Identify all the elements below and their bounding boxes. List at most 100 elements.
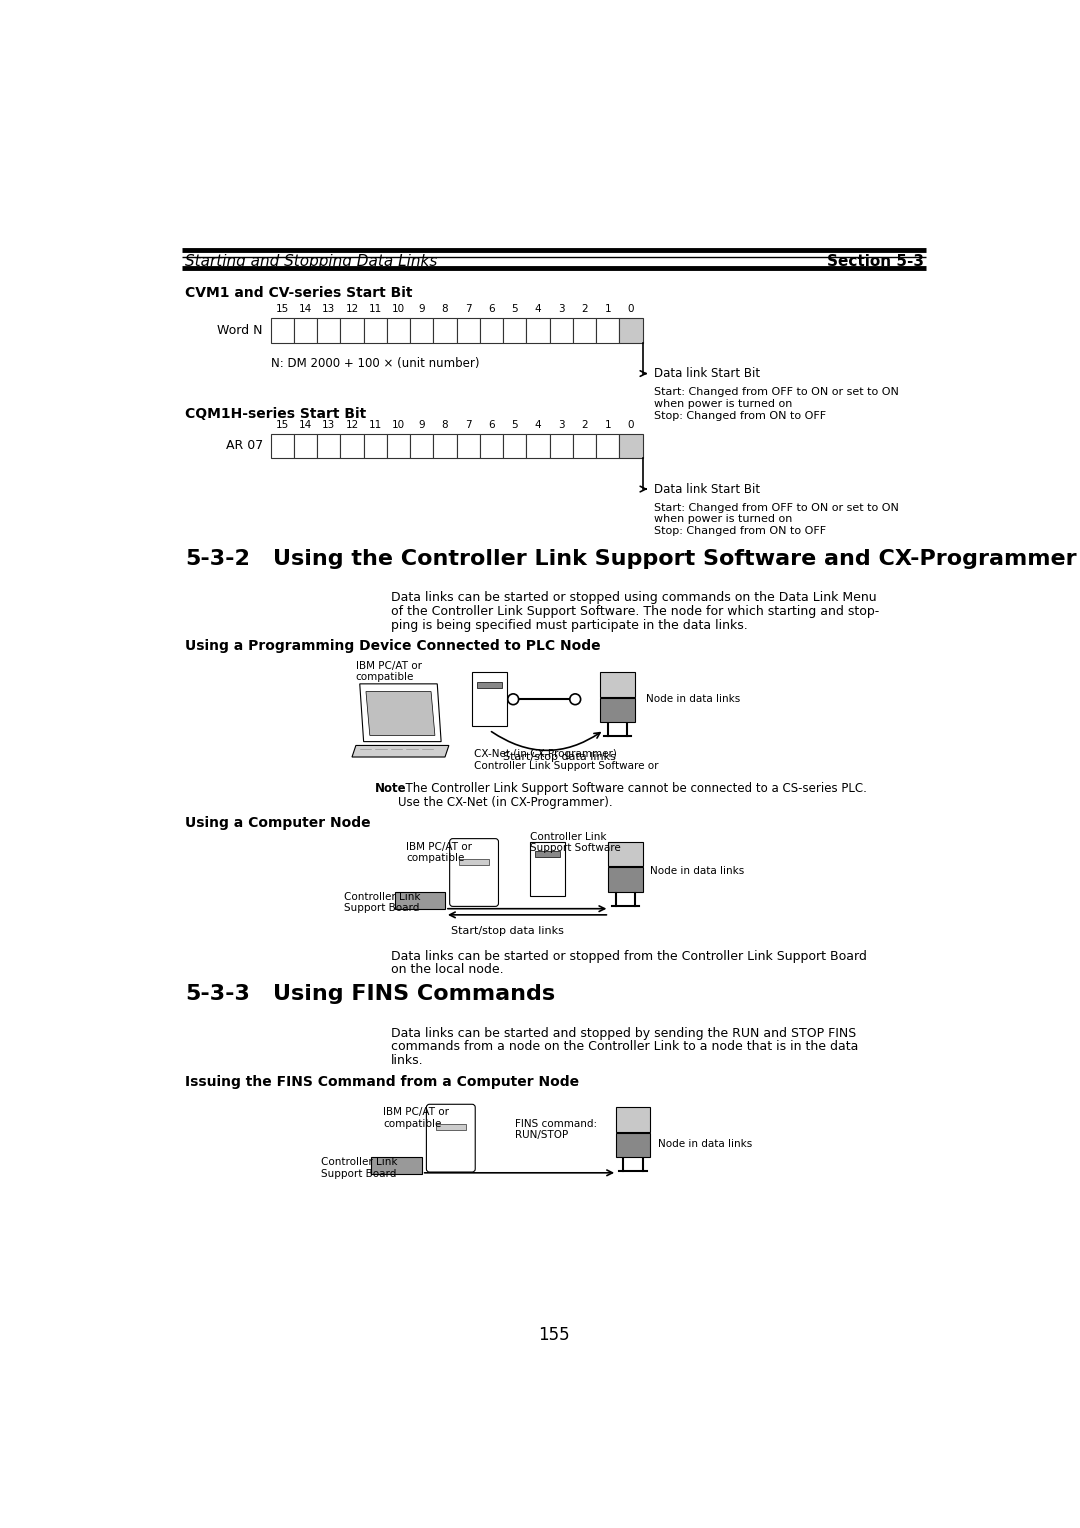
- Bar: [294, 318, 318, 342]
- Bar: [433, 434, 457, 458]
- Text: when power is turned on: when power is turned on: [654, 399, 793, 410]
- Text: 13: 13: [322, 304, 336, 315]
- Bar: [271, 434, 294, 458]
- Text: AR 07: AR 07: [226, 440, 262, 452]
- Text: Section 5-3: Section 5-3: [827, 254, 924, 269]
- Text: 5: 5: [512, 420, 518, 429]
- Text: IBM PC/AT or: IBM PC/AT or: [406, 842, 472, 851]
- Text: Stop: Changed from ON to OFF: Stop: Changed from ON to OFF: [654, 411, 826, 420]
- Bar: [572, 434, 596, 458]
- Bar: [433, 318, 457, 342]
- Text: Using a Programming Device Connected to PLC Node: Using a Programming Device Connected to …: [186, 639, 600, 652]
- Text: Node in data links: Node in data links: [650, 866, 744, 876]
- Text: Controller Link: Controller Link: [530, 831, 607, 842]
- Bar: [364, 318, 387, 342]
- Bar: [503, 318, 526, 342]
- Text: CVM1 and CV-series Start Bit: CVM1 and CV-series Start Bit: [186, 286, 413, 299]
- Bar: [457, 318, 480, 342]
- Bar: [480, 434, 503, 458]
- Text: 4: 4: [535, 420, 541, 429]
- Text: 9: 9: [418, 304, 426, 315]
- Text: 8: 8: [442, 304, 448, 315]
- Polygon shape: [352, 746, 449, 756]
- Text: Node in data links: Node in data links: [647, 694, 741, 704]
- Text: compatible: compatible: [406, 853, 464, 863]
- Bar: [410, 434, 433, 458]
- Text: Support Software: Support Software: [530, 843, 621, 853]
- Bar: [294, 434, 318, 458]
- Bar: [608, 866, 643, 892]
- Text: CX-Net (in CX-Programmer): CX-Net (in CX-Programmer): [474, 749, 618, 759]
- Text: 5: 5: [512, 304, 518, 315]
- Bar: [318, 318, 340, 342]
- Text: 10: 10: [392, 420, 405, 429]
- Bar: [480, 318, 503, 342]
- Text: Data link Start Bit: Data link Start Bit: [654, 483, 760, 495]
- Bar: [526, 318, 550, 342]
- Polygon shape: [360, 685, 441, 741]
- Text: 3: 3: [558, 304, 565, 315]
- Text: 5-3-3: 5-3-3: [186, 984, 251, 1004]
- Bar: [550, 434, 572, 458]
- Bar: [600, 672, 635, 697]
- Text: 15: 15: [275, 420, 288, 429]
- Bar: [550, 318, 572, 342]
- Text: 14: 14: [299, 420, 312, 429]
- Text: Word N: Word N: [217, 324, 262, 338]
- Bar: [372, 1157, 422, 1175]
- Bar: [600, 698, 635, 723]
- Text: 1: 1: [605, 420, 611, 429]
- Text: 0: 0: [627, 304, 634, 315]
- Bar: [572, 318, 596, 342]
- Text: when power is turned on: when power is turned on: [654, 515, 793, 524]
- Text: 12: 12: [346, 304, 359, 315]
- Text: 5-3-2: 5-3-2: [186, 549, 251, 568]
- Bar: [619, 434, 643, 458]
- Text: RUN/STOP: RUN/STOP: [515, 1131, 568, 1140]
- Text: 15: 15: [275, 304, 288, 315]
- Text: 11: 11: [368, 304, 382, 315]
- Text: N: DM 2000 + 100 × (unit number): N: DM 2000 + 100 × (unit number): [271, 356, 480, 370]
- Text: 6: 6: [488, 420, 495, 429]
- Text: 3: 3: [558, 420, 565, 429]
- Bar: [526, 434, 550, 458]
- Bar: [616, 1132, 650, 1157]
- Text: Using the Controller Link Support Software and CX-Programmer: Using the Controller Link Support Softwa…: [273, 549, 1077, 568]
- Text: of the Controller Link Support Software. The node for which starting and stop-: of the Controller Link Support Software.…: [391, 605, 879, 619]
- Text: commands from a node on the Controller Link to a node that is in the data: commands from a node on the Controller L…: [391, 1041, 859, 1053]
- Text: Using a Computer Node: Using a Computer Node: [186, 816, 372, 830]
- Text: Note: Note: [375, 782, 407, 796]
- Bar: [476, 681, 502, 688]
- Text: Use the CX-Net (in CX-Programmer).: Use the CX-Net (in CX-Programmer).: [399, 796, 613, 808]
- Text: IBM PC/AT or: IBM PC/AT or: [383, 1108, 449, 1117]
- Text: Data link Start Bit: Data link Start Bit: [654, 367, 760, 380]
- FancyBboxPatch shape: [427, 1105, 475, 1172]
- Bar: [318, 434, 340, 458]
- Bar: [535, 851, 561, 857]
- Text: 9: 9: [418, 420, 426, 429]
- Text: on the local node.: on the local node.: [391, 963, 503, 976]
- Text: 10: 10: [392, 304, 405, 315]
- Text: 12: 12: [346, 420, 359, 429]
- Text: 7: 7: [464, 420, 472, 429]
- Bar: [394, 892, 445, 909]
- Text: Controller Link Support Software or: Controller Link Support Software or: [474, 761, 659, 770]
- Bar: [271, 318, 294, 342]
- Text: The Controller Link Support Software cannot be connected to a CS-series PLC.: The Controller Link Support Software can…: [399, 782, 867, 796]
- Text: ping is being specified must participate in the data links.: ping is being specified must participate…: [391, 619, 747, 633]
- Text: 4: 4: [535, 304, 541, 315]
- Text: Starting and Stopping Data Links: Starting and Stopping Data Links: [186, 254, 437, 269]
- Bar: [340, 434, 364, 458]
- Text: 8: 8: [442, 420, 448, 429]
- Text: 11: 11: [368, 420, 382, 429]
- Text: Start: Changed from OFF to ON or set to ON: Start: Changed from OFF to ON or set to …: [654, 388, 900, 397]
- Text: 1: 1: [605, 304, 611, 315]
- Bar: [596, 434, 619, 458]
- Text: Controller Link: Controller Link: [321, 1157, 397, 1167]
- Bar: [472, 672, 507, 726]
- Text: Data links can be started and stopped by sending the RUN and STOP FINS: Data links can be started and stopped by…: [391, 1027, 856, 1039]
- Bar: [503, 434, 526, 458]
- Text: Start: Changed from OFF to ON or set to ON: Start: Changed from OFF to ON or set to …: [654, 503, 900, 513]
- Text: Support Board: Support Board: [345, 903, 420, 914]
- Bar: [619, 318, 643, 342]
